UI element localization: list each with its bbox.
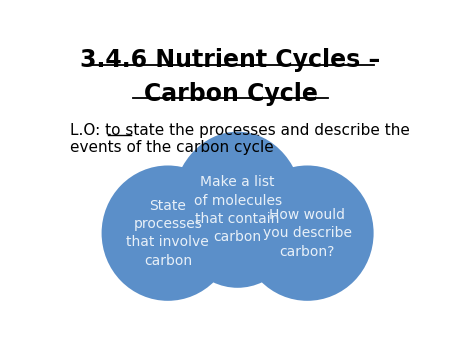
Text: State
processes
that involve
carbon: State processes that involve carbon [126,198,209,268]
Text: 3.4.6 Nutrient Cycles –: 3.4.6 Nutrient Cycles – [81,48,381,72]
Text: L.O: to state the processes and describe the
events of the carbon cycle: L.O: to state the processes and describe… [70,123,410,155]
Text: How would
you describe
carbon?: How would you describe carbon? [263,208,352,259]
Text: Make a list
of molecules
that contain
carbon: Make a list of molecules that contain ca… [194,175,282,244]
Text: Carbon Cycle: Carbon Cycle [144,82,318,106]
Ellipse shape [241,166,374,301]
Ellipse shape [171,132,304,288]
Ellipse shape [102,166,234,301]
